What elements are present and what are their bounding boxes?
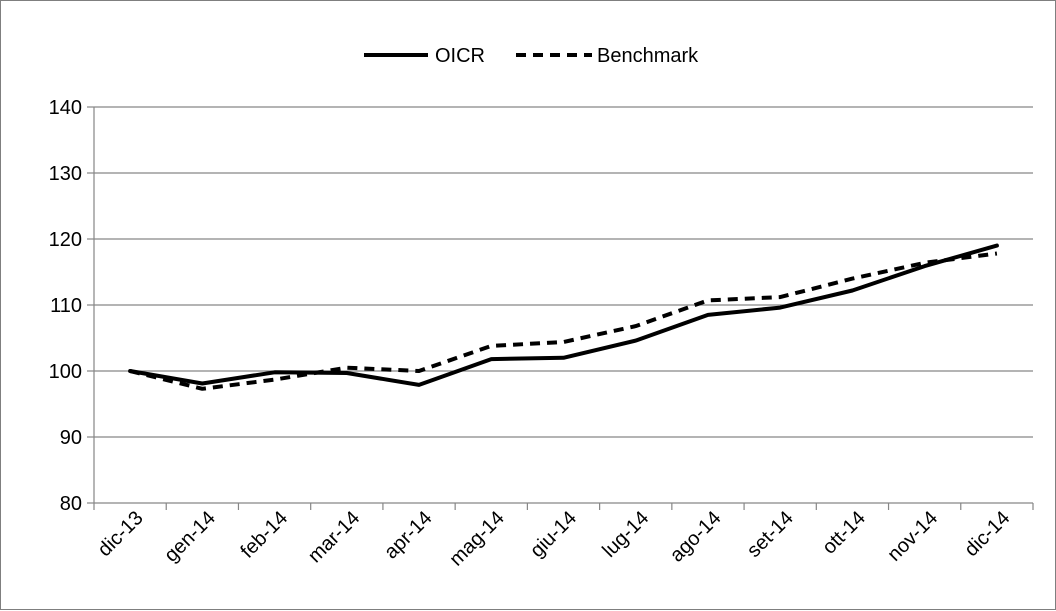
y-tick-label: 90 [60, 427, 82, 449]
legend-label-benchmark: Benchmark [597, 45, 699, 67]
x-tick-label: lug-14 [598, 507, 653, 562]
x-tick-label: ott-14 [818, 507, 870, 559]
y-tick-label: 100 [49, 361, 82, 383]
y-tick-label: 110 [50, 295, 82, 317]
x-tick-label: mag-14 [445, 507, 509, 571]
series-lines [128, 243, 999, 391]
x-tick-label: ago-14 [666, 507, 726, 567]
legend-label-oicr: OICR [435, 45, 485, 67]
x-tick-label: apr-14 [380, 507, 436, 563]
x-tick-label: set-14 [743, 507, 798, 562]
series-line-benchmark [129, 251, 998, 391]
y-tick-label: 120 [49, 229, 82, 251]
y-tick-label: 80 [60, 493, 82, 515]
series-line-oicr [128, 243, 999, 387]
x-tick-label: feb-14 [236, 507, 292, 563]
x-tick-labels: dic-13 gen-14 feb-14 mar-14 apr-14 mag-14 giu-… [94, 507, 1015, 571]
gridlines [94, 106, 1033, 438]
x-tick-label: dic-14 [960, 507, 1014, 561]
y-tick-label: 140 [49, 97, 82, 119]
y-tick-label: 130 [49, 163, 82, 185]
axes [87, 106, 1034, 510]
legend: OICR Benchmark [364, 45, 699, 67]
x-tick-label: gen-14 [160, 507, 220, 567]
x-tick-label: nov-14 [883, 507, 942, 566]
x-tick-label: mar-14 [304, 507, 364, 567]
y-tick-labels: 80 90 100 110 120 130 140 [49, 97, 82, 515]
x-tick-label: giu-14 [526, 507, 581, 562]
x-tick-label: dic-13 [94, 507, 148, 561]
